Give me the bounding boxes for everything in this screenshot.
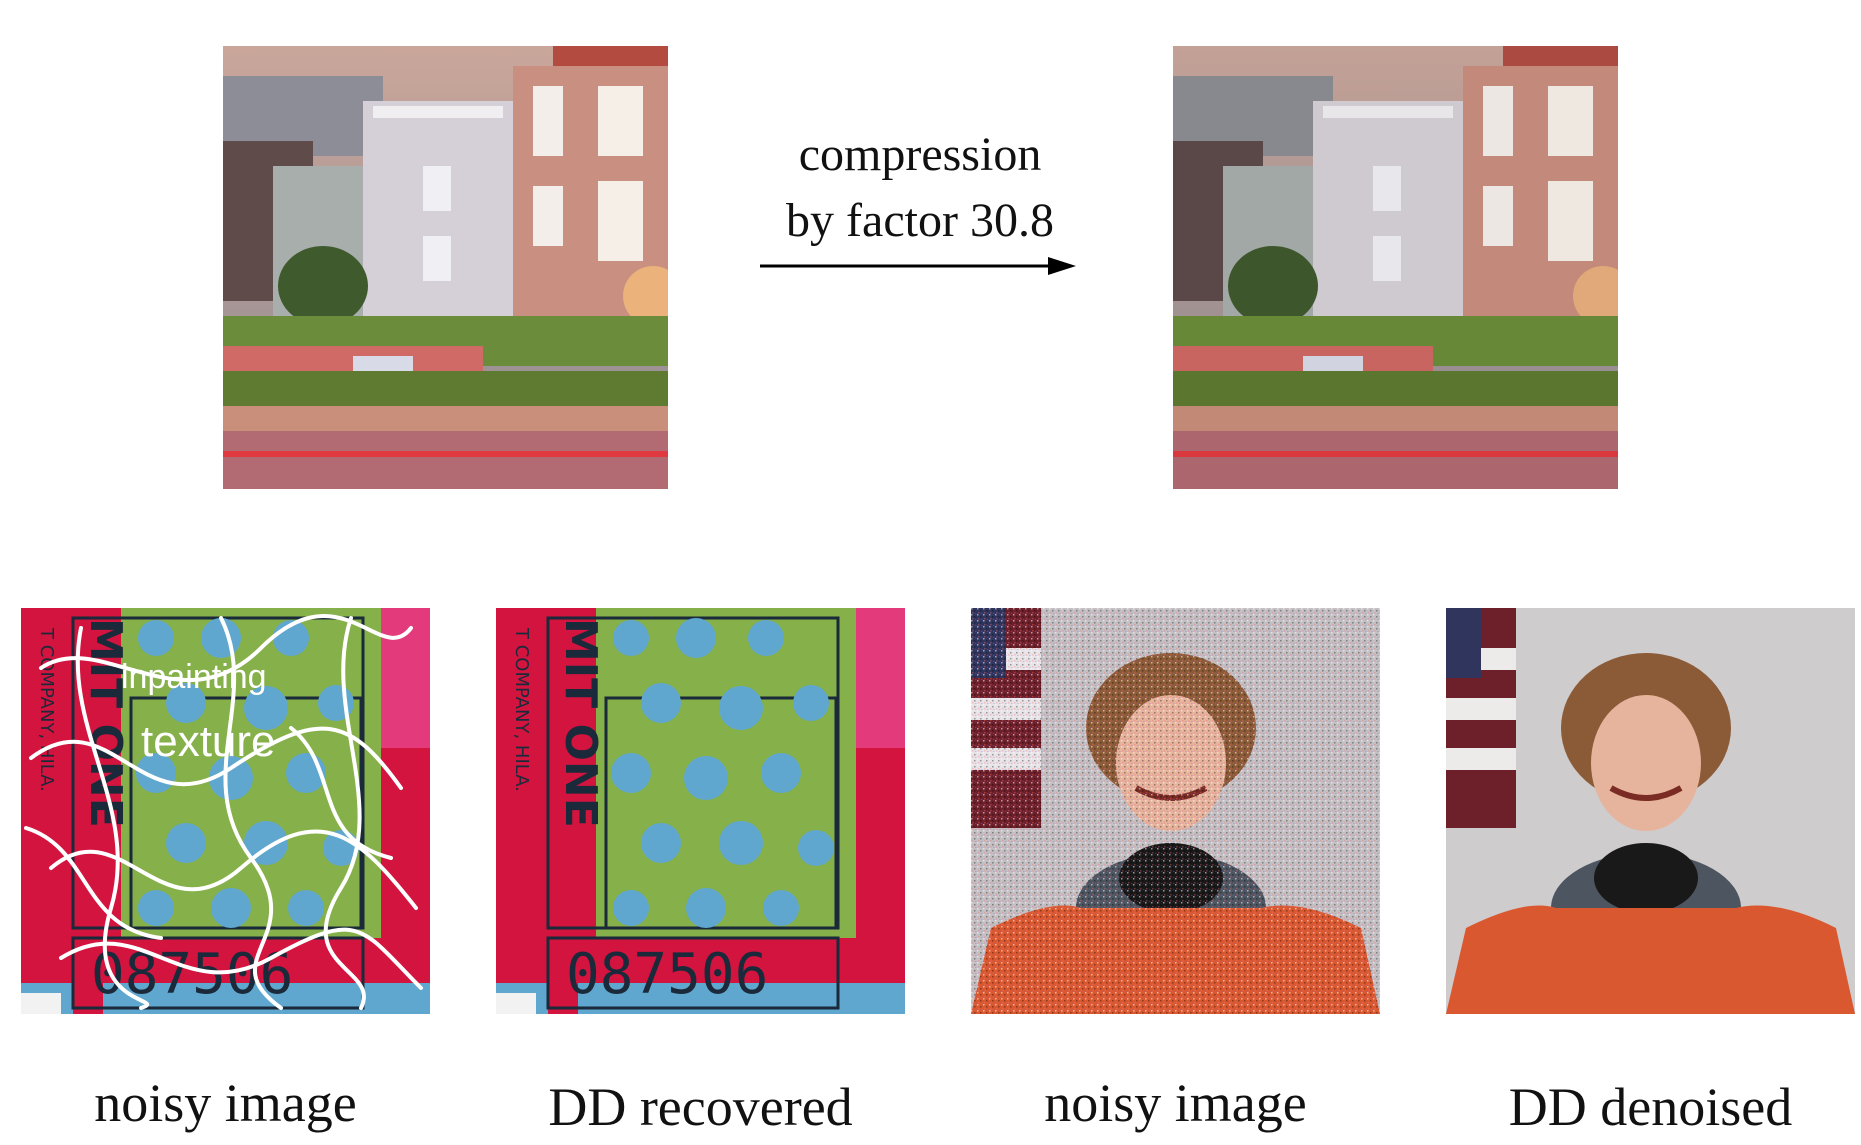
noisy-astronaut-image [971,608,1380,1014]
stamp-number: 087506 [91,942,293,1007]
stamp-vertical-word: MIT ONE [555,618,606,828]
compression-arrow [758,254,1078,278]
caption-dd-denoised: DD denoised [1508,1077,1793,1137]
compression-label-line2: by factor 30.8 [786,194,1054,247]
caption-noisy-image-2: noisy image [1044,1073,1307,1133]
dd-recovered-image: 087506 T COMPANY, HILA. MIT ONE [496,608,905,1014]
compression-label-line1: compression [798,128,1042,181]
stamp-side-text: T COMPANY, HILA. [511,627,532,792]
caption-noisy-image-1: noisy image [94,1073,357,1133]
compressed-street-image [1173,46,1618,489]
caption-dd-recovered: DD recovered [548,1077,853,1137]
inpainting-word: inpainting [121,658,267,696]
stamp-number: 087506 [566,942,768,1007]
inpainting-noisy-image: 087506 T COMPANY, HILA. MIT ONE inpainti… [21,608,430,1014]
stamp-side-text: T COMPANY, HILA. [36,627,57,792]
texture-word: texture [141,717,276,766]
dd-denoised-astronaut-image [1446,608,1855,1014]
original-street-image [223,46,668,489]
